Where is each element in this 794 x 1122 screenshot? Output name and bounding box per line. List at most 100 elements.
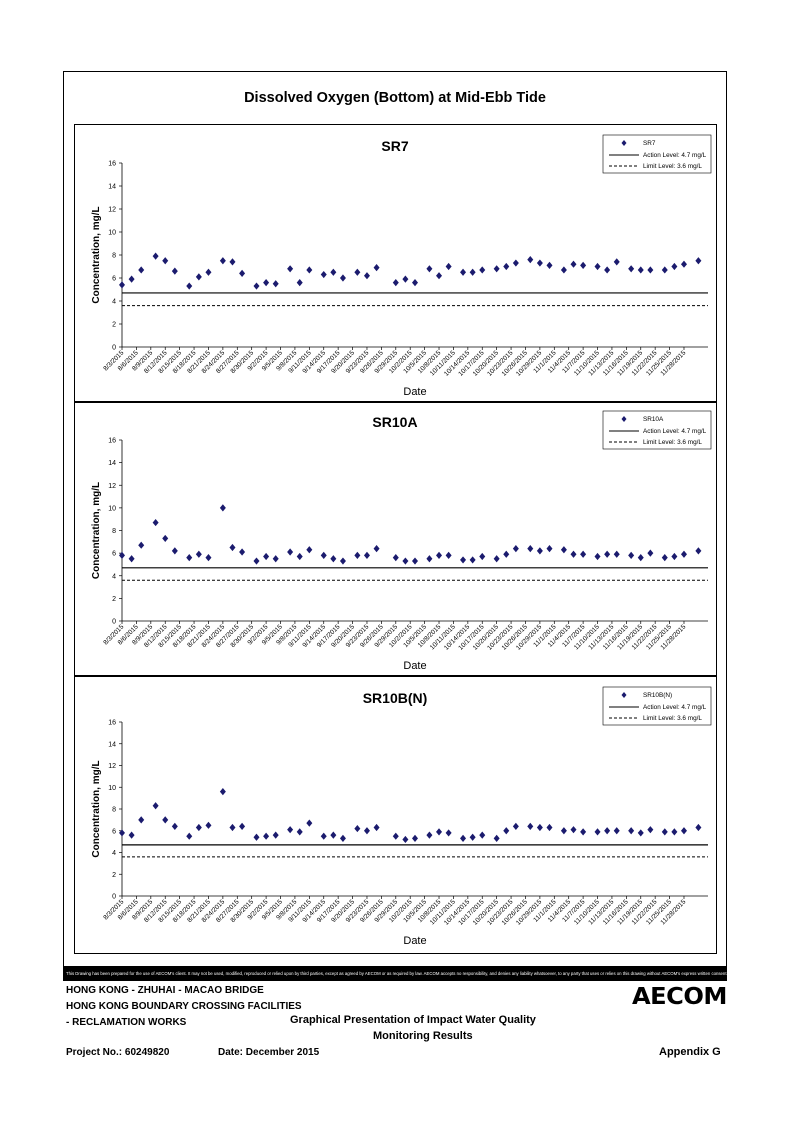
y-tick-label: 2 (112, 596, 116, 603)
data-point (479, 831, 486, 839)
data-point (229, 543, 236, 552)
data-point (479, 552, 486, 561)
y-axis-title: Concentration, mg/L (91, 206, 102, 303)
data-point (229, 258, 236, 266)
legend-label-action: Action Level: 4.7 mg/L (643, 704, 707, 711)
data-point (320, 270, 327, 279)
y-tick-label: 6 (112, 276, 116, 283)
data-point (570, 550, 577, 558)
data-point (171, 267, 178, 275)
data-point (560, 266, 567, 274)
data-point (363, 551, 370, 559)
data-point (205, 268, 212, 276)
data-point (171, 547, 178, 555)
data-point (320, 832, 327, 840)
data-point (560, 546, 567, 554)
y-tick-label: 4 (112, 850, 116, 857)
project-line-3: - RECLAMATION WORKS (66, 1017, 187, 1028)
data-point (330, 831, 337, 839)
data-point (263, 279, 270, 287)
data-point (219, 788, 226, 796)
data-point (647, 826, 654, 834)
data-point (527, 822, 534, 830)
data-point (647, 549, 654, 557)
y-tick-label: 14 (108, 460, 116, 467)
y-tick-label: 0 (112, 345, 116, 352)
data-point (512, 259, 519, 267)
data-point (695, 547, 702, 555)
legend-label-limit: Limit Level: 3.6 mg/L (643, 715, 702, 722)
data-point (119, 829, 125, 837)
project-number: Project No.: 60249820 (66, 1047, 170, 1058)
data-point (171, 822, 178, 830)
data-point (512, 822, 519, 830)
data-point (363, 272, 370, 280)
data-point (306, 266, 313, 274)
y-tick-label: 16 (108, 161, 116, 168)
data-point (128, 555, 135, 563)
data-point (460, 556, 467, 564)
legend-label-limit: Limit Level: 3.6 mg/L (643, 163, 702, 170)
data-point (128, 831, 135, 839)
data-point (479, 266, 486, 274)
chart-title: SR10B(N) (363, 690, 428, 706)
y-tick-label: 4 (112, 573, 116, 580)
data-point (402, 835, 409, 844)
data-point (330, 268, 337, 276)
y-tick-label: 6 (112, 828, 116, 835)
data-point (445, 829, 452, 837)
y-tick-label: 16 (108, 720, 116, 727)
chart-title: SR10A (372, 414, 417, 430)
data-point (392, 554, 399, 562)
x-axis-title: Date (403, 660, 426, 672)
data-point (580, 550, 587, 558)
data-point (570, 260, 577, 268)
data-point (162, 257, 169, 265)
data-point (306, 819, 313, 827)
data-point (195, 823, 202, 832)
legend-marker-series (621, 692, 627, 698)
legend-marker-series (621, 140, 627, 146)
data-point (354, 268, 361, 276)
data-point (546, 261, 553, 269)
data-point (128, 275, 135, 283)
data-point (580, 828, 587, 836)
drawing-title-line-1: Graphical Presentation of Impact Water Q… (290, 1014, 536, 1026)
data-point (272, 555, 279, 563)
x-axis-title: Date (403, 386, 426, 398)
data-point (460, 268, 467, 276)
y-tick-label: 12 (108, 483, 116, 490)
data-point (637, 554, 644, 562)
data-point (253, 833, 260, 841)
data-point (119, 281, 125, 289)
data-point (306, 546, 313, 554)
data-point (628, 551, 635, 559)
legend-box (602, 134, 712, 174)
y-tick-label: 10 (108, 785, 116, 792)
data-point (402, 557, 409, 565)
data-point (604, 550, 611, 558)
data-point (647, 266, 654, 274)
data-point (613, 827, 620, 835)
data-point (469, 833, 476, 841)
drawing-date: Date: December 2015 (218, 1047, 320, 1058)
chart-sr10bn: SR10B(N)02468101214168/3/20158/6/20158/9… (91, 686, 712, 947)
data-point (239, 548, 246, 556)
data-point (426, 265, 433, 273)
data-point (219, 504, 226, 512)
data-point (239, 269, 246, 277)
y-tick-label: 14 (108, 184, 116, 191)
data-point (671, 262, 678, 271)
data-point (671, 828, 678, 836)
data-point (493, 555, 500, 563)
data-point (695, 823, 702, 832)
data-point (152, 252, 159, 260)
chart-panel-sr10bn: SR10B(N) 0 2 4 6 8 10 12 14 16 8/3/2015 8/6/2015 8/9… (74, 676, 717, 954)
data-point (412, 557, 418, 565)
data-point (680, 827, 687, 835)
data-point (296, 828, 303, 836)
data-point (138, 816, 145, 824)
data-point (296, 552, 303, 561)
data-point (320, 551, 327, 559)
data-point (138, 266, 145, 274)
